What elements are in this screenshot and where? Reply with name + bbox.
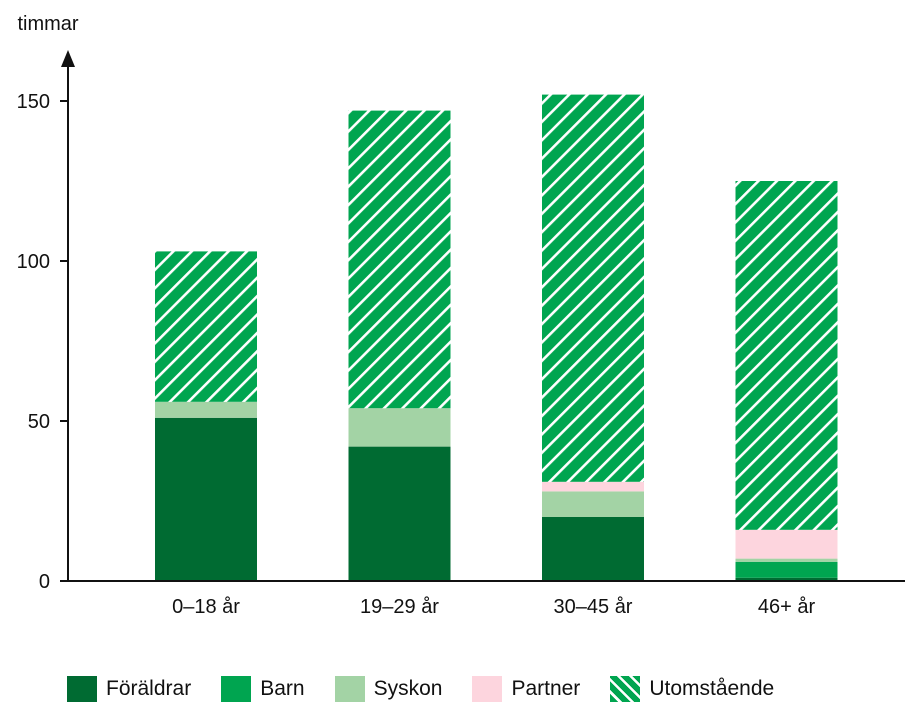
legend-label: Syskon [373, 677, 443, 700]
stacked-bar-chart: 0 50 100 150 0–18 år 19–29 år 30–45 år 46+ år t… [17, 13, 905, 618]
legend-swatch [221, 676, 252, 702]
y-tick-label: 0 [39, 571, 50, 593]
y-axis-arrow-icon [61, 50, 75, 67]
bar-segment-föräldrar-2 [348, 446, 451, 581]
legend-label: Utomstående [649, 677, 775, 700]
legend-item-syskon: Syskon [334, 676, 443, 702]
bar-segment-barn-4 [735, 561, 838, 578]
x-tick-label: 46+ år [758, 596, 816, 618]
bar-segment-partner-3 [542, 481, 644, 492]
bar-segment-utomstående-1 [155, 251, 257, 402]
bar-segment-utomstående-3 [542, 94, 644, 482]
legend-label: Barn [260, 677, 305, 700]
bar-segment-syskon-2 [348, 408, 451, 447]
x-tick-label: 19–29 år [360, 596, 439, 618]
y-axis-label: timmar [17, 13, 78, 35]
legend-swatch [67, 676, 97, 702]
bar-segment-syskon-1 [155, 401, 257, 418]
legend-swatch [472, 676, 503, 702]
bars-layer [155, 94, 838, 581]
bar-segment-föräldrar-1 [155, 417, 257, 581]
legend-item-utomstående: Utomstående [610, 676, 774, 702]
bar-segment-syskon-3 [542, 491, 644, 517]
legend-label: Föräldrar [106, 677, 192, 700]
legend: Föräldrar Barn Syskon Partner Utomstående [67, 676, 774, 702]
legend-swatch [610, 676, 641, 702]
legend-item-partner: Partner [472, 676, 580, 702]
legend-item-föräldrar: Föräldrar [67, 676, 191, 702]
y-tick-label: 100 [17, 251, 50, 273]
axes-layer: 0 50 100 150 0–18 år 19–29 år 30–45 år 46+ år [17, 50, 905, 618]
bar-segment-syskon-4 [735, 558, 838, 562]
bar-segment-föräldrar-4 [735, 577, 838, 581]
bar-segment-partner-4 [735, 529, 838, 559]
legend-item-barn: Barn [221, 676, 305, 702]
legend-swatch [334, 676, 365, 702]
y-tick-label: 150 [17, 91, 50, 113]
y-tick-label: 50 [28, 411, 50, 433]
x-tick-label: 0–18 år [172, 596, 240, 618]
x-tick-label: 30–45 år [554, 596, 633, 618]
legend-label: Partner [511, 677, 581, 700]
bar-segment-utomstående-2 [348, 110, 451, 409]
bar-segment-föräldrar-3 [542, 517, 644, 581]
bar-segment-utomstående-4 [735, 181, 838, 530]
